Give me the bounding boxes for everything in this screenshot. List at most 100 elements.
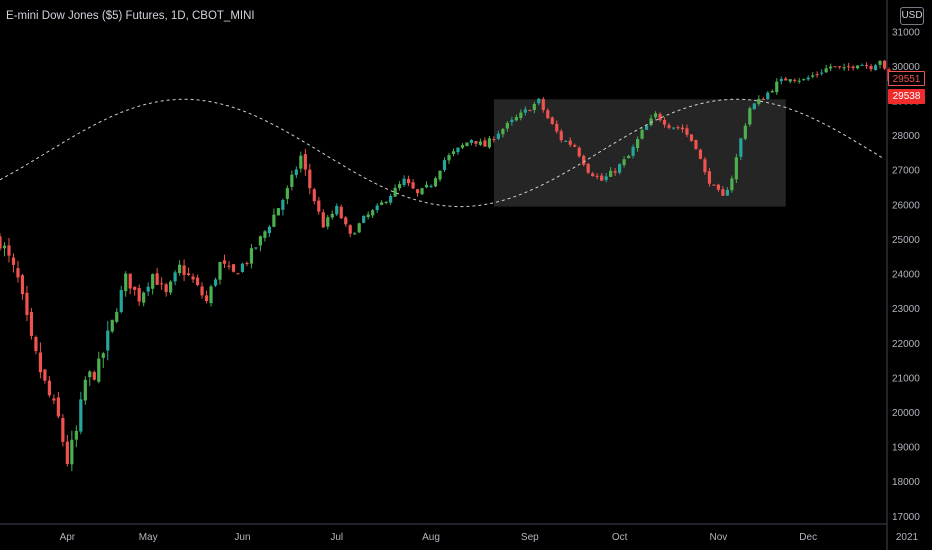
candle-body [779,78,783,82]
last-close-price-tag: 29551 [888,71,925,86]
candle-body [124,273,128,292]
time-tick-label: May [139,532,158,543]
candle-body [802,79,806,81]
candle-body [25,292,29,315]
candle-body [667,125,671,128]
time-tick-label: 2021 [896,532,919,543]
candle-body [698,149,703,159]
candle-body [294,169,298,176]
candle-body [712,184,716,186]
candle-body [213,279,218,286]
candle-body [523,109,527,113]
candle-body [65,441,69,464]
candle-body [613,171,617,173]
candle-body [595,175,599,177]
price-axis[interactable]: 17000 18000 19000 20000 21000 22000 23000 24000… [892,27,920,523]
currency-button[interactable]: USD [900,7,924,25]
candle-body [415,189,420,194]
price-tick-label: 30000 [892,62,920,73]
candle-body [685,128,689,135]
candle-body [811,75,815,77]
candle-body [784,78,788,81]
candle-body [115,311,119,322]
candle-body [254,247,258,249]
candle-body [2,245,7,249]
candle-body [231,264,236,272]
candle-body [128,273,132,289]
candle-body [662,120,667,125]
candle-body [447,155,451,161]
candle-body [169,281,173,293]
price-tick-label: 17000 [892,512,920,523]
candle-body [537,98,541,104]
price-tick-label: 24000 [892,270,920,281]
time-tick-label: Jul [330,532,343,543]
candle-body [546,110,550,119]
candle-body [725,189,729,196]
candle-body [510,119,514,123]
candle-body [321,212,325,228]
candle-body [186,273,191,276]
candle-body [873,65,878,71]
candle-body [842,67,846,69]
candle-body [689,134,694,141]
candle-body [245,263,249,265]
candle-body [824,68,828,73]
candle-body [820,72,824,74]
candle-body [353,233,357,235]
candle-body [29,311,34,336]
candle-body [101,353,105,358]
candle-body [285,188,289,199]
candle-body [402,178,406,186]
price-tick-label: 28000 [892,131,920,142]
candle-body [173,272,177,282]
candle-body [676,127,680,129]
candle-body [851,66,855,69]
candle-body [38,352,43,373]
candle-body [0,236,2,249]
candle-body [730,178,734,191]
candle-body [514,117,518,121]
candle-body [793,79,797,81]
candle-body [460,145,465,148]
price-tick-label: 22000 [892,339,920,350]
candle-body [671,127,676,129]
candle-body [882,60,887,69]
candle-body [164,284,168,293]
candle-body [142,292,146,303]
candle-body [200,286,204,296]
candle-body [267,226,271,234]
time-tick-label: Nov [710,532,728,543]
candle-body [61,418,65,442]
candle-body [483,140,487,147]
candle-body [47,380,51,396]
candle-body [501,128,505,135]
candle-body [348,225,352,234]
candle-body [34,337,38,352]
candle-body [249,248,254,264]
candle-body [362,215,366,223]
candle-body [70,439,74,465]
candle-body [155,273,159,285]
candle-body [74,430,78,440]
time-axis[interactable]: Apr May Jun Jul Aug Sep Oct Nov Dec 2021 [60,532,919,543]
candle-body [640,130,644,139]
candle-body [627,155,631,159]
cycle-wave [0,98,885,208]
candle-body [97,358,101,382]
candle-body [398,184,402,189]
candle-body [492,139,496,141]
candle-body [757,98,761,104]
time-tick-label: Jun [234,532,250,543]
candle-body [272,214,276,227]
candle-body [375,205,379,211]
candle-body [456,147,460,153]
candle-body [469,139,474,143]
candle-body [92,372,96,380]
price-tick-label: 19000 [892,443,920,454]
candle-body [797,80,801,82]
current-price-tag: 29538 [888,89,925,104]
candle-body [635,139,640,148]
